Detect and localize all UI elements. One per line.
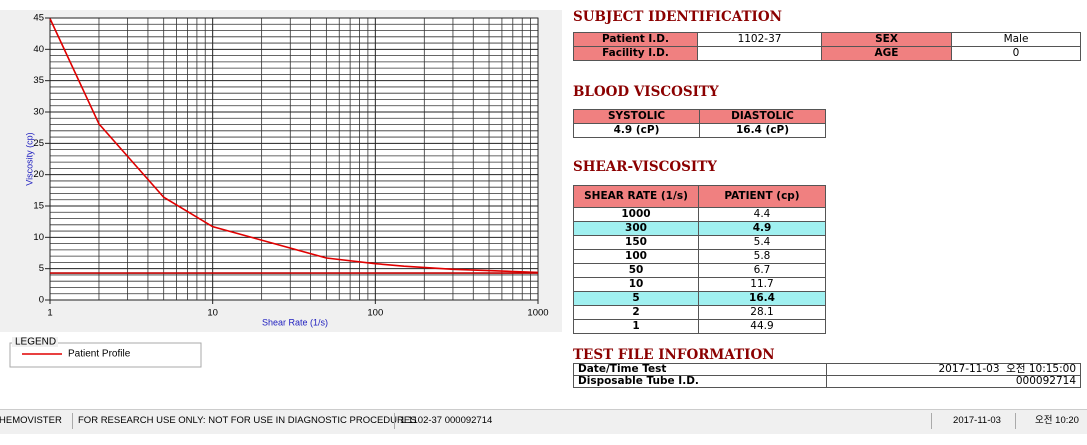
status-bar: HEMOVISTER FOR RESEARCH USE ONLY: NOT FOR… xyxy=(0,409,1087,434)
cell: 50 xyxy=(573,263,699,278)
cell: Date/Time Test xyxy=(573,363,827,376)
status-field: 오전 10:20 xyxy=(1015,413,1087,429)
subject-table: Patient I.D. 1102-37 SEX Male Facility I.D.… xyxy=(573,32,1081,61)
cell: 1 xyxy=(573,319,699,334)
y-tick-label: 35 xyxy=(33,75,44,86)
section-title: TEST FILE INFORMATION xyxy=(573,347,775,363)
cell: Facility I.D. xyxy=(573,46,698,61)
cell: 44.9 xyxy=(698,319,826,334)
section-title: BLOOD VISCOSITY xyxy=(573,84,719,100)
legend-label: Patient Profile xyxy=(68,349,131,360)
status-field: 2017-11-03 xyxy=(931,413,1017,429)
section-title: SHEAR-VISCOSITY xyxy=(573,159,717,175)
cell: 2017-11-03 오전 10:15:00 xyxy=(826,363,1081,376)
x-tick-label: 1000 xyxy=(527,308,548,319)
y-tick-label: 15 xyxy=(33,201,44,212)
cell: 4.9 (cP) xyxy=(573,123,700,138)
y-tick-label: 0 xyxy=(39,295,44,306)
cell: 5 xyxy=(573,291,699,306)
table-row: 1000 4.4 xyxy=(573,207,826,222)
legend-title-bg xyxy=(12,337,58,347)
cell: Patient I.D. xyxy=(573,32,698,47)
table-row: Date/Time Test 2017-11-03 오전 10:15:00 xyxy=(573,363,1081,376)
x-tick-label: 10 xyxy=(207,308,218,319)
cell: 300 xyxy=(573,221,699,236)
cell: SEX xyxy=(821,32,952,47)
plot-area xyxy=(49,17,539,301)
cell: SYSTOLIC xyxy=(573,109,700,124)
x-axis-label: Shear Rate (1/s) xyxy=(262,317,328,327)
y-tick-label: 25 xyxy=(33,138,44,149)
cell: 1000 xyxy=(573,207,699,222)
table-row: 300 4.9 xyxy=(573,221,826,236)
y-tick-label: 40 xyxy=(33,44,44,55)
cell: 000092714 xyxy=(826,375,1081,388)
y-tick-label: 45 xyxy=(33,13,44,24)
table-row: 5 16.4 xyxy=(573,291,826,306)
cell: 11.7 xyxy=(698,277,826,292)
y-tick-label: 5 xyxy=(39,263,44,274)
shear-table: SHEAR RATE (1/s) PATIENT (cp) 1000 4.4 300 4… xyxy=(573,185,826,334)
status-field: HEMOVISTER xyxy=(0,415,62,426)
cell: 100 xyxy=(573,249,699,264)
cell: Disposable Tube I.D. xyxy=(573,375,827,388)
test-file-table: Date/Time Test 2017-11-03 오전 10:15:00 Disp… xyxy=(573,363,1081,388)
table-row: Disposable Tube I.D. 000092714 xyxy=(573,375,1081,388)
cell: DIASTOLIC xyxy=(699,109,826,124)
cell: 4.9 xyxy=(698,221,826,236)
cell: PATIENT (cp) xyxy=(698,185,826,208)
y-tick-label: 20 xyxy=(33,169,44,180)
y-tick-label: 10 xyxy=(33,232,44,243)
y-axis-label: Viscosity (cp) xyxy=(24,132,34,185)
legend-title: LEGEND xyxy=(15,337,56,348)
table-row: 1 44.9 xyxy=(573,319,826,334)
cell: AGE xyxy=(821,46,952,61)
cell: 16.4 xyxy=(698,291,826,306)
blood-table: SYSTOLIC DIASTOLIC 4.9 (cP) 16.4 (cP) xyxy=(573,109,826,138)
table-row: 10 11.7 xyxy=(573,277,826,292)
table-row: 50 6.7 xyxy=(573,263,826,278)
table-row: 100 5.8 xyxy=(573,249,826,264)
cell: 5.4 xyxy=(698,235,826,250)
data-line xyxy=(49,18,539,274)
cell: 16.4 (cP) xyxy=(699,123,826,138)
cell: 2 xyxy=(573,305,699,320)
cell: Male xyxy=(951,32,1081,47)
x-tick-label: 1 xyxy=(47,308,52,319)
cell: 5.8 xyxy=(698,249,826,264)
cell: 6.7 xyxy=(698,263,826,278)
cell: SHEAR RATE (1/s) xyxy=(573,185,699,208)
table-row: 2 28.1 xyxy=(573,305,826,320)
cell xyxy=(697,46,822,61)
cell: 0 xyxy=(951,46,1081,61)
cell: 1102-37 xyxy=(697,32,822,47)
status-field: 1 1102-37 000092714 xyxy=(394,413,860,429)
cell: 10 xyxy=(573,277,699,292)
status-field: FOR RESEARCH USE ONLY: NOT FOR USE IN DI… xyxy=(72,413,417,429)
table-row: 150 5.4 xyxy=(573,235,826,250)
section-title: SUBJECT IDENTIFICATION xyxy=(573,9,782,25)
x-tick-label: 100 xyxy=(367,308,383,319)
cell: 4.4 xyxy=(698,207,826,222)
chart: Shear Rate (1/s) Viscosity (cp) LEGEND 0… xyxy=(9,13,549,368)
cell: 150 xyxy=(573,235,699,250)
cell: 28.1 xyxy=(698,305,826,320)
y-tick-label: 30 xyxy=(33,107,44,118)
